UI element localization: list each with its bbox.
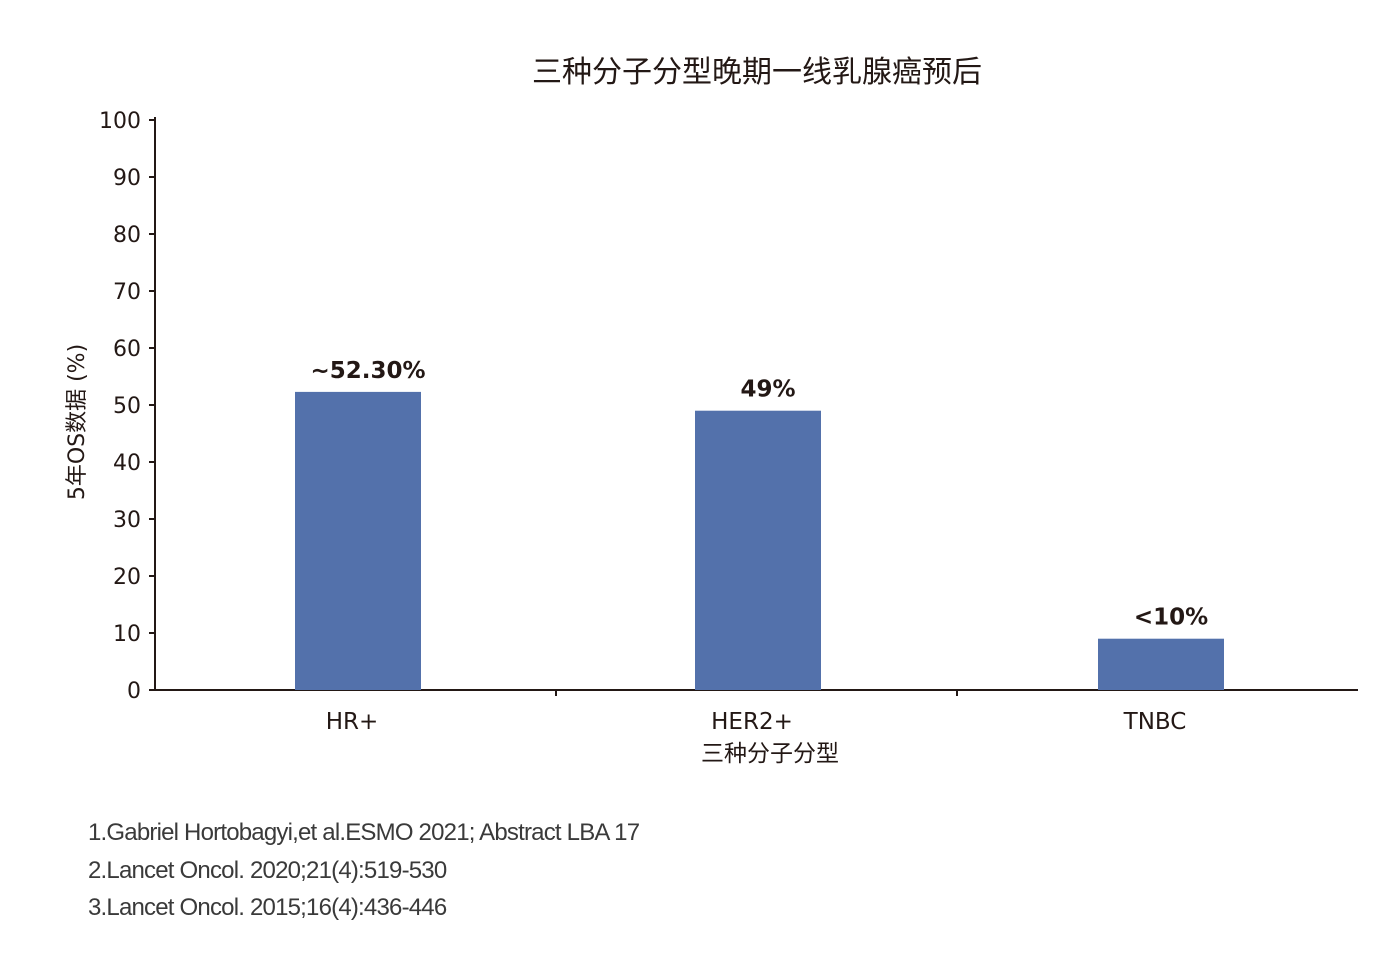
y-tick-label: 90 <box>113 166 141 191</box>
y-tick-label: 20 <box>113 565 141 590</box>
y-tick-label: 50 <box>113 394 141 419</box>
references: 1.Gabriel Hortobagyi,et al.ESMO 2021; Ab… <box>88 814 640 927</box>
reference-1: 1.Gabriel Hortobagyi,et al.ESMO 2021; Ab… <box>88 819 640 846</box>
x-tick-label: HER2+ <box>711 709 793 735</box>
bar-her2 <box>695 410 821 690</box>
y-tick-label: 30 <box>113 508 141 533</box>
y-tick-label: 40 <box>113 451 141 476</box>
x-tick-label: HR+ <box>326 709 379 735</box>
x-tick-label: TNBC <box>1123 709 1187 735</box>
bar-hr <box>295 391 421 690</box>
y-tick-label: 70 <box>113 280 141 305</box>
y-tick-label: 100 <box>99 109 141 134</box>
bar-tnbc <box>1098 638 1224 690</box>
y-tick-label: 80 <box>113 223 141 248</box>
reference-3: 3.Lancet Oncol. 2015;16(4):436-446 <box>88 894 447 921</box>
chart-title: 三种分子分型晚期一线乳腺癌预后 <box>532 55 982 90</box>
x-axis-label: 三种分子分型 <box>701 741 839 767</box>
data-label: ~52.30% <box>310 358 425 384</box>
reference-2: 2.Lancet Oncol. 2020;21(4):519-530 <box>88 856 447 884</box>
y-tick-label: 10 <box>113 622 141 647</box>
y-axis-label: 5年OS数据 (%) <box>65 344 90 500</box>
data-label: 49% <box>740 377 795 403</box>
data-label: <10% <box>1134 605 1208 631</box>
y-tick-label: 0 <box>127 679 141 704</box>
y-tick-label: 60 <box>113 337 141 362</box>
